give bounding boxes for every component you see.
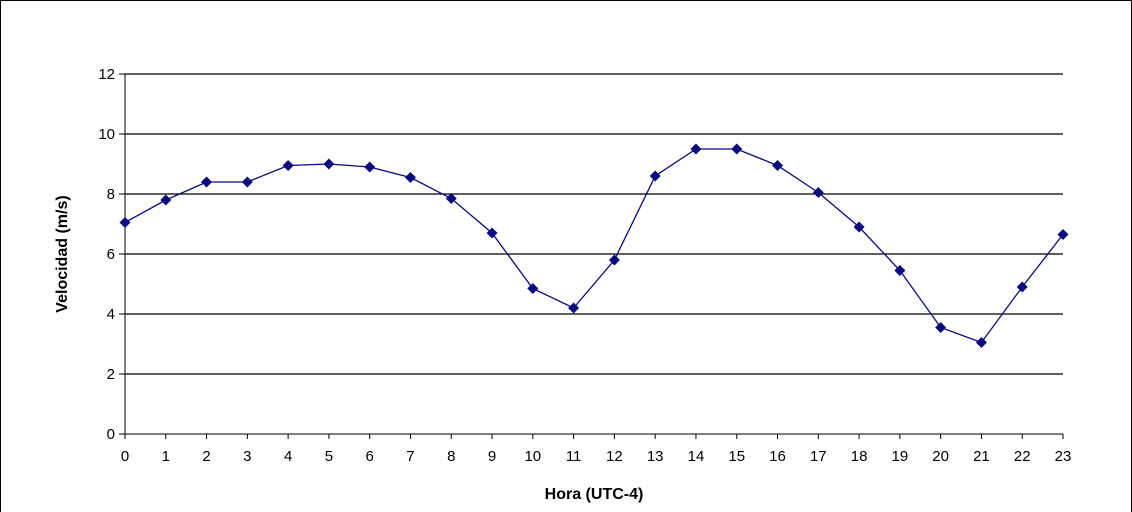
x-tick-label-18: 18 — [851, 448, 868, 465]
data-point-10 — [527, 283, 539, 294]
x-tick-label-21: 21 — [973, 448, 990, 465]
data-point-7 — [404, 172, 416, 183]
data-point-12 — [608, 254, 620, 266]
data-point-8 — [445, 193, 457, 204]
x-tick-label-5: 5 — [325, 448, 333, 465]
y-axis-title: Velocidad (m/s) — [54, 195, 71, 312]
data-point-14 — [690, 143, 702, 155]
data-point-13 — [649, 170, 661, 182]
data-point-18 — [853, 221, 865, 233]
x-tick-label-4: 4 — [284, 448, 292, 465]
data-point-2 — [201, 176, 213, 188]
data-point-21 — [975, 337, 987, 348]
data-point-19 — [894, 265, 906, 276]
x-tick-label-7: 7 — [406, 448, 414, 465]
y-tick-label-8: 8 — [107, 186, 115, 203]
x-tick-label-15: 15 — [728, 448, 745, 465]
data-point-20 — [935, 322, 947, 333]
x-tick-label-20: 20 — [932, 448, 949, 465]
data-point-11 — [568, 302, 580, 314]
x-tick-label-2: 2 — [202, 448, 210, 465]
data-point-9 — [486, 227, 498, 239]
y-tick-label-2: 2 — [107, 366, 115, 383]
y-tick-label-12: 12 — [98, 66, 115, 83]
series-markers — [119, 143, 1069, 348]
x-tick-label-23: 23 — [1055, 448, 1072, 465]
x-tick-label-10: 10 — [524, 448, 541, 465]
data-point-1 — [160, 194, 172, 206]
x-tick-label-8: 8 — [447, 448, 455, 465]
data-point-3 — [241, 176, 253, 188]
x-tick-labels: 0 1 2 3 4 5 6 7 8 9 10 11 12 13 14 15 16 17 18 19 20 21 22 23 — [121, 448, 1072, 465]
data-point-6 — [364, 161, 376, 173]
data-point-22 — [1016, 281, 1028, 293]
y-tick-label-6: 6 — [107, 246, 115, 263]
data-point-17 — [812, 187, 824, 198]
x-tick-label-16: 16 — [769, 448, 786, 465]
x-tick-label-9: 9 — [488, 448, 496, 465]
data-point-5 — [323, 158, 335, 170]
data-point-15 — [731, 143, 743, 155]
x-tick-label-0: 0 — [121, 448, 129, 465]
series-line-0 — [124, 148, 1064, 344]
y-tick-labels: 0 2 4 6 8 10 12 — [98, 66, 115, 443]
x-tick-label-13: 13 — [647, 448, 664, 465]
x-tick-label-17: 17 — [810, 448, 827, 465]
data-point-23 — [1057, 229, 1069, 240]
data-point-4 — [282, 160, 294, 171]
grid-lines — [125, 73, 1063, 375]
x-tick-label-6: 6 — [366, 448, 374, 465]
x-tick-label-11: 11 — [566, 448, 582, 465]
series-line — [124, 148, 1064, 344]
x-tick-label-14: 14 — [688, 448, 705, 465]
x-tick-label-22: 22 — [1014, 448, 1031, 465]
x-tick-label-3: 3 — [243, 448, 251, 465]
axes — [119, 73, 1064, 439]
data-point-16 — [772, 160, 784, 171]
y-tick-label-4: 4 — [107, 306, 115, 323]
y-tick-label-0: 0 — [107, 426, 115, 443]
x-axis-title: Hora (UTC-4) — [545, 486, 644, 503]
data-point-0 — [119, 217, 131, 228]
x-tick-label-1: 1 — [162, 448, 170, 465]
x-tick-label-12: 12 — [606, 448, 623, 465]
y-tick-label-10: 10 — [98, 126, 115, 143]
x-tick-label-19: 19 — [892, 448, 909, 465]
